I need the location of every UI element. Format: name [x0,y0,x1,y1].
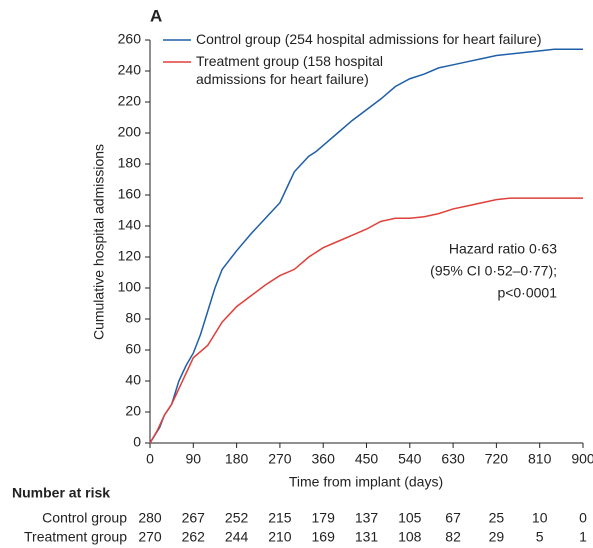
risk-value: 82 [445,529,461,545]
x-tick-label: 450 [355,451,379,467]
y-tick-label: 40 [125,372,141,388]
y-tick-label: 60 [125,341,141,357]
y-tick-label: 20 [125,403,141,419]
risk-value: 108 [398,529,422,545]
x-tick-label: 810 [528,451,552,467]
panel-label: A [150,6,162,25]
risk-value: 1 [579,529,587,545]
risk-value: 169 [312,529,336,545]
risk-value: 0 [579,510,587,526]
x-tick-label: 720 [485,451,509,467]
risk-value: 10 [532,510,548,526]
y-tick-label: 0 [133,434,141,450]
risk-row-label: Treatment group [24,529,127,545]
risk-value: 215 [268,510,292,526]
x-axis-title: Time from implant (days) [289,474,443,490]
y-tick-label: 180 [118,155,142,171]
risk-value: 67 [445,510,461,526]
risk-value: 244 [225,529,249,545]
risk-value: 252 [225,510,249,526]
risk-value: 137 [355,510,379,526]
x-tick-label: 180 [225,451,249,467]
x-tick-label: 270 [268,451,292,467]
annotation: p<0·0001 [497,285,557,301]
risk-value: 280 [138,510,162,526]
risk-value: 262 [182,529,206,545]
legend-label: Control group (254 hospital admissions f… [196,31,542,47]
annotation: Hazard ratio 0·63 [449,241,557,257]
legend-label: Treatment group (158 hospital admissions… [196,53,384,87]
risk-value: 210 [268,529,292,545]
x-tick-label: 360 [312,451,336,467]
y-tick-label: 220 [118,93,142,109]
risk-value: 105 [398,510,422,526]
x-tick-label: 540 [398,451,422,467]
risk-value: 131 [355,529,379,545]
y-tick-label: 200 [118,124,142,140]
x-tick-label: 630 [441,451,465,467]
y-tick-label: 120 [118,248,142,264]
y-tick-label: 80 [125,310,141,326]
x-tick-label: 90 [186,451,202,467]
risk-table-title: Number at risk [12,485,110,501]
x-tick-label: 900 [571,451,593,467]
y-tick-label: 140 [118,217,142,233]
y-tick-label: 160 [118,186,142,202]
y-tick-label: 240 [118,62,142,78]
y-tick-label: 260 [118,31,142,47]
series-line [149,48,583,444]
risk-value: 5 [536,529,544,545]
x-tick-label: 0 [146,451,154,467]
risk-value: 29 [489,529,505,545]
y-axis-title: Cumulative hospital admissions [91,144,107,340]
risk-value: 179 [312,510,336,526]
y-tick-label: 100 [118,279,142,295]
annotation: (95% CI 0·52–0·77); [430,263,557,279]
risk-row-label: Control group [42,510,127,526]
risk-value: 270 [138,529,162,545]
risk-value: 267 [182,510,206,526]
series-line [149,197,583,444]
risk-value: 25 [489,510,505,526]
